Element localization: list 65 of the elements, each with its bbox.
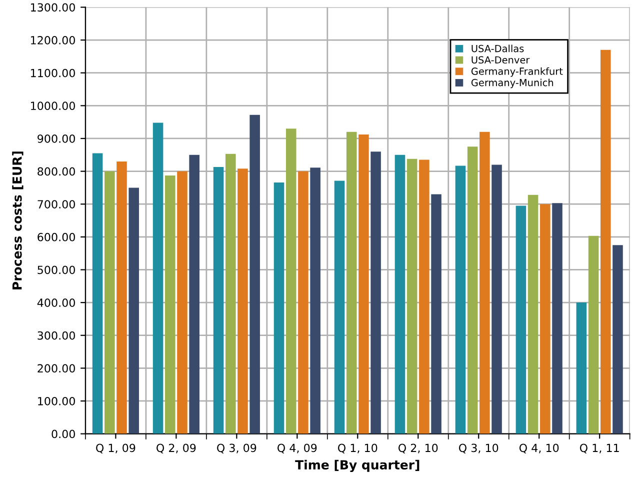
- bar: [406, 158, 418, 434]
- y-tick-label: 300.00: [38, 331, 75, 340]
- bar: [189, 154, 200, 434]
- legend-label: Germany-Munich: [471, 78, 554, 88]
- x-tick-label: Q 3, 10: [458, 444, 498, 454]
- x-tick-label: Q 3, 09: [217, 444, 256, 454]
- y-tick-label: 800.00: [38, 167, 75, 176]
- y-tick-label: 1200.00: [31, 36, 75, 44]
- y-tick-label: 1000.00: [31, 102, 75, 110]
- legend-label: USA-Dallas: [472, 44, 524, 52]
- bar: [238, 168, 248, 434]
- bar: [431, 194, 442, 434]
- bar: [104, 171, 115, 434]
- bar: [298, 171, 308, 434]
- y-axis-title: Process costs [EUR]: [12, 152, 24, 290]
- bar: [455, 166, 466, 434]
- x-axis-title: Time [By quarter]: [295, 460, 420, 472]
- legend-label: USA-Denver: [472, 56, 530, 64]
- y-tick-label: 400.00: [37, 298, 75, 307]
- bar: [588, 236, 599, 434]
- bar: [576, 302, 587, 434]
- bar: [612, 245, 623, 434]
- bar: [177, 171, 188, 434]
- bar: [346, 132, 357, 434]
- x-tick-label: Q 2, 10: [398, 444, 438, 454]
- y-tick-label: 1100.00: [31, 68, 75, 78]
- bar: [286, 128, 296, 434]
- bar: [274, 182, 284, 434]
- x-tick-label: Q 4, 09: [278, 444, 317, 454]
- bar: [552, 203, 562, 434]
- y-tick-label: 100.00: [38, 396, 75, 406]
- x-tick-label: Q 1, 11: [580, 444, 619, 454]
- bar: [152, 122, 164, 434]
- bar: [370, 152, 381, 434]
- y-tick-label: 200.00: [38, 364, 75, 373]
- x-tick-label: Q 1, 09: [96, 444, 136, 454]
- y-tick-label: 1300.00: [31, 3, 75, 12]
- bar: [516, 206, 526, 434]
- y-tick-label: 600.00: [38, 232, 75, 242]
- bar: [528, 194, 538, 434]
- bar: [164, 176, 176, 434]
- bar: [480, 132, 490, 434]
- y-tick-label: 500.00: [38, 266, 75, 274]
- legend-label: Germany-Frankfurt: [471, 67, 563, 77]
- bar: [419, 160, 430, 434]
- bar: [540, 204, 550, 434]
- bar: [600, 50, 611, 434]
- bar: [467, 146, 478, 434]
- bar: [116, 161, 127, 434]
- x-tick-label: Q 1, 10: [338, 444, 378, 454]
- bar: [128, 188, 139, 434]
- bar: [334, 180, 345, 434]
- y-tick-label: 0.00: [52, 430, 75, 438]
- bar: [394, 154, 406, 434]
- y-tick-label: 900.00: [38, 134, 75, 143]
- bar: [213, 167, 224, 434]
- bar: [92, 153, 103, 434]
- y-tick-label: 700.00: [38, 200, 75, 208]
- bar: [310, 168, 320, 434]
- x-tick-label: Q 2, 09: [156, 444, 196, 454]
- bar: [225, 154, 236, 434]
- bar: [358, 134, 369, 434]
- x-tick-label: Q 4, 10: [519, 444, 559, 454]
- bar: [250, 114, 260, 434]
- bar: [492, 164, 502, 434]
